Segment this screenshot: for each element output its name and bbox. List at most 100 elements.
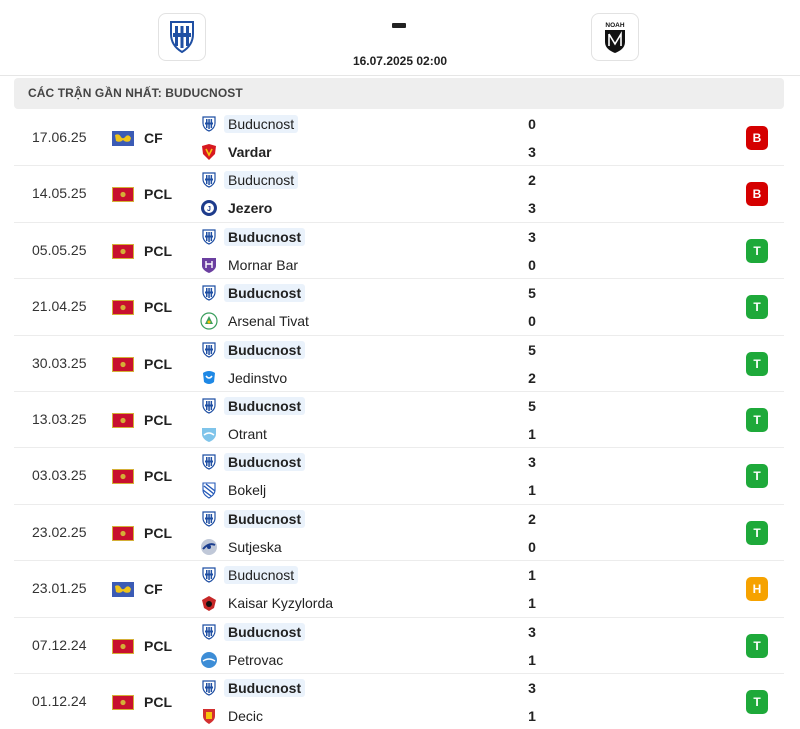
away-team-name: Bokelj: [228, 482, 267, 499]
home-team-logo[interactable]: [158, 13, 206, 61]
home-team[interactable]: Buducnost: [200, 114, 299, 134]
montenegro-flag-icon: [112, 243, 134, 259]
vardar-crest-icon: [200, 143, 218, 161]
away-team[interactable]: Mornar Bar: [200, 255, 302, 275]
away-score: 1: [528, 482, 536, 499]
competition-code: PCL: [144, 524, 172, 541]
competition-code: PCL: [144, 468, 172, 485]
competition-code: PCL: [144, 242, 172, 259]
competition-code: PCL: [144, 637, 172, 654]
away-score: 2: [528, 369, 536, 386]
match-row[interactable]: 14.05.25 PCL Buducnost J Jezero 2 3 B: [14, 166, 784, 223]
away-score: 1: [528, 425, 536, 442]
montenegro-flag-icon: [112, 694, 134, 710]
match-row[interactable]: 07.12.24 PCL Buducnost Petrovac 3 1 T: [14, 618, 784, 674]
montenegro-flag-icon: [112, 187, 134, 203]
buducnost-crest-icon: [200, 453, 218, 471]
buducnost-crest-icon: [200, 679, 218, 697]
cf-competition-flag-icon: [112, 582, 134, 598]
match-row[interactable]: 17.06.25 CF Buducnost Vardar 0 3 B: [14, 110, 784, 167]
buducnost-crest-icon: [200, 397, 218, 415]
petrovac-crest-icon: [200, 651, 218, 669]
match-row[interactable]: 23.01.25 CF Buducnost Kaisar Kyzylorda 1 1 H: [14, 561, 784, 618]
away-team[interactable]: Sutjeska: [200, 537, 286, 557]
away-team[interactable]: Bokelj: [200, 480, 270, 500]
home-team[interactable]: Buducnost: [200, 283, 306, 303]
buducnost-crest-icon: [170, 21, 194, 54]
away-team[interactable]: Petrovac: [200, 650, 287, 670]
svg-text:J: J: [207, 206, 211, 213]
buducnost-crest-icon: [200, 341, 218, 359]
home-team[interactable]: Buducnost: [200, 678, 306, 698]
away-team[interactable]: Arsenal Tivat: [200, 311, 313, 331]
buducnost-crest-icon: [200, 171, 218, 189]
home-team[interactable]: Buducnost: [200, 340, 306, 360]
kaisar-crest-icon: [200, 594, 218, 612]
home-team[interactable]: Buducnost: [200, 452, 306, 472]
match-date: 07.12.24: [32, 636, 87, 653]
away-team-name: Petrovac: [228, 651, 284, 668]
match-row[interactable]: 13.03.25 PCL Buducnost Otrant 5 1 T: [14, 392, 784, 449]
away-team-name: Vardar: [228, 144, 272, 160]
home-score: 3: [528, 228, 536, 245]
jedinstvo-crest-icon: [200, 369, 218, 387]
result-badge: T: [746, 351, 768, 376]
away-team[interactable]: Jedinstvo: [200, 368, 291, 388]
away-score: 1: [528, 707, 536, 724]
montenegro-flag-icon: [112, 412, 134, 428]
home-score: 5: [528, 341, 536, 358]
home-team-name: Buducnost: [224, 340, 306, 359]
home-team-name: Buducnost: [224, 171, 299, 190]
home-score: 2: [528, 172, 536, 189]
away-score: 3: [528, 200, 536, 217]
buducnost-crest-icon: [200, 115, 218, 133]
home-team[interactable]: Buducnost: [200, 227, 306, 247]
away-logo-text: NOAH: [605, 22, 624, 29]
home-team[interactable]: Buducnost: [200, 509, 306, 529]
home-score: 3: [528, 679, 536, 696]
montenegro-flag-icon: [112, 638, 134, 654]
match-row[interactable]: 05.05.25 PCL Buducnost Mornar Bar 3 0 T: [14, 223, 784, 280]
competition-code: PCL: [144, 693, 172, 710]
result-badge: T: [746, 520, 768, 545]
competition-code: PCL: [144, 299, 172, 316]
match-header: 16.07.2025 02:00 NOAH: [0, 0, 800, 76]
home-score: 5: [528, 285, 536, 302]
section-title: CÁC TRẬN GẦN NHẤT: BUDUCNOST: [14, 78, 784, 109]
result-badge: T: [746, 464, 768, 489]
away-score: 0: [528, 256, 536, 273]
competition-code: CF: [144, 130, 163, 146]
away-score: 3: [528, 144, 536, 160]
bokelj-crest-icon: [200, 481, 218, 500]
home-team-name: Buducnost: [224, 396, 306, 415]
home-team[interactable]: Buducnost: [200, 396, 306, 416]
away-team-logo[interactable]: NOAH: [591, 13, 639, 61]
montenegro-flag-icon: [112, 469, 134, 485]
match-date: 13.03.25: [32, 410, 87, 427]
away-team-name: Otrant: [228, 425, 267, 442]
match-date: 14.05.25: [32, 185, 87, 202]
home-team-name: Buducnost: [224, 284, 306, 303]
match-row[interactable]: 23.02.25 PCL Buducnost Sutjeska 2 0 T: [14, 505, 784, 562]
otrant-crest-icon: [200, 425, 218, 443]
away-team[interactable]: Otrant: [200, 424, 271, 444]
home-team-name: Buducnost: [224, 509, 306, 528]
match-row[interactable]: 21.04.25 PCL Buducnost Arsenal Tivat 5 0 T: [14, 279, 784, 336]
away-team[interactable]: Kaisar Kyzylorda: [200, 593, 337, 613]
buducnost-crest-icon: [200, 510, 218, 528]
cf-competition-flag-icon: [112, 131, 134, 146]
match-row[interactable]: 01.12.24 PCL Buducnost Decic 3 1 T: [14, 674, 784, 729]
home-team[interactable]: Buducnost: [200, 565, 299, 585]
buducnost-crest-icon: [200, 284, 218, 302]
home-team[interactable]: Buducnost: [200, 170, 299, 190]
away-team[interactable]: J Jezero: [200, 198, 276, 218]
decic-crest-icon: [200, 707, 218, 725]
match-row[interactable]: 30.03.25 PCL Buducnost Jedinstvo 5 2 T: [14, 336, 784, 392]
competition-code: PCL: [144, 355, 172, 372]
away-team[interactable]: Vardar: [200, 142, 276, 162]
home-score: 3: [528, 623, 536, 640]
away-score: 1: [528, 651, 536, 668]
away-team[interactable]: Decic: [200, 706, 267, 726]
home-team[interactable]: Buducnost: [200, 622, 306, 642]
match-row[interactable]: 03.03.25 PCL Buducnost Bokelj 3 1 T: [14, 448, 784, 505]
